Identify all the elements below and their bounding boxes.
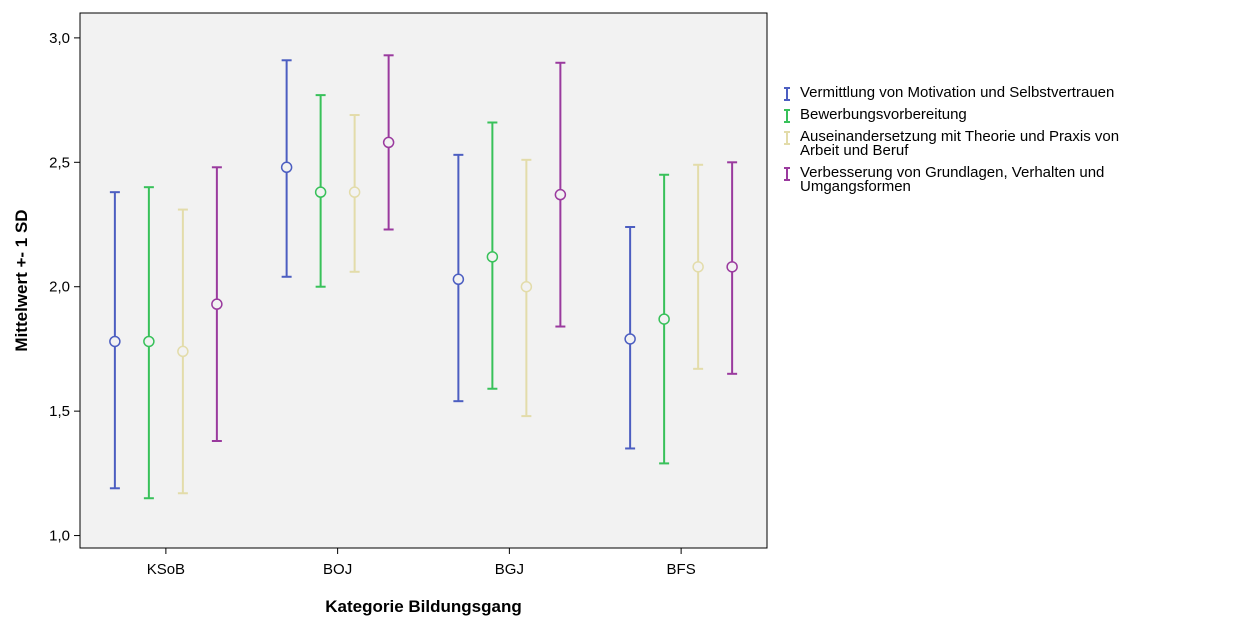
y-tick-label: 2,5 xyxy=(49,154,70,171)
error-bar xyxy=(280,59,293,278)
error-bar xyxy=(452,153,465,403)
mean-marker xyxy=(382,136,395,149)
mean-marker xyxy=(486,251,499,263)
x-tick-label: KSoB xyxy=(147,561,185,578)
x-tick-label: BGJ xyxy=(495,561,524,578)
error-bar xyxy=(486,121,499,390)
y-tick-label: 1,0 xyxy=(49,528,70,545)
x-tick-label: BOJ xyxy=(323,561,352,578)
legend-symbol xyxy=(784,131,790,145)
legend-symbol xyxy=(784,87,790,101)
y-tick-label: 1,5 xyxy=(49,403,70,420)
legend-item: Bewerbungsvorbereitung xyxy=(784,106,967,123)
mean-marker xyxy=(177,345,189,358)
x-axis: KSoB BOJ BGJ BFS xyxy=(147,548,696,578)
legend-label: Verbesserung von Grundlagen, Verhalten u… xyxy=(800,164,1104,195)
mean-marker xyxy=(726,261,738,273)
legend-label: Vermittlung von Motivation und Selbstver… xyxy=(800,84,1114,101)
error-bar xyxy=(692,163,704,370)
legend-symbol xyxy=(784,167,790,181)
legend-symbol xyxy=(784,109,790,123)
y-tick-label: 3,0 xyxy=(49,30,70,47)
legend: Vermittlung von Motivation und Selbstver… xyxy=(784,84,1119,195)
mean-marker xyxy=(658,313,670,325)
error-bar xyxy=(109,191,121,490)
x-tick-label: BFS xyxy=(667,561,696,578)
error-bar xyxy=(211,166,223,442)
y-axis: 1,0 1,5 2,0 2,5 3,0 xyxy=(49,30,80,545)
error-bar xyxy=(520,158,533,418)
y-tick-label: 2,0 xyxy=(49,279,70,296)
mean-marker xyxy=(520,280,533,293)
plot-area xyxy=(79,12,768,549)
mean-marker xyxy=(692,261,704,273)
error-bar xyxy=(658,173,670,465)
mean-marker xyxy=(211,298,223,310)
legend-item: Auseinandersetzung mit Theorie und Praxi… xyxy=(784,128,1119,159)
mean-marker xyxy=(143,335,155,348)
mean-marker xyxy=(109,335,121,348)
mean-marker xyxy=(314,186,327,198)
error-bar xyxy=(624,226,636,450)
error-bar xyxy=(177,208,189,495)
mean-marker xyxy=(280,161,293,174)
error-bar xyxy=(314,94,327,288)
legend-label: Auseinandersetzung mit Theorie und Praxi… xyxy=(800,128,1119,159)
error-bars xyxy=(109,54,738,500)
y-axis-title: Mittelwert +- 1 SD xyxy=(12,209,31,351)
error-bar xyxy=(554,61,567,328)
legend-item: Verbesserung von Grundlagen, Verhalten u… xyxy=(784,164,1104,195)
x-axis-title: Kategorie Bildungsgang xyxy=(325,597,521,616)
legend-item: Vermittlung von Motivation und Selbstver… xyxy=(784,84,1114,101)
error-bar xyxy=(382,54,395,231)
mean-marker xyxy=(624,333,636,345)
mean-marker xyxy=(348,186,361,198)
error-bar xyxy=(726,161,738,375)
error-bar xyxy=(348,114,361,273)
mean-marker xyxy=(554,188,567,201)
error-bar xyxy=(143,186,155,500)
legend-label: Bewerbungsvorbereitung xyxy=(800,106,967,123)
mean-marker xyxy=(452,273,465,286)
